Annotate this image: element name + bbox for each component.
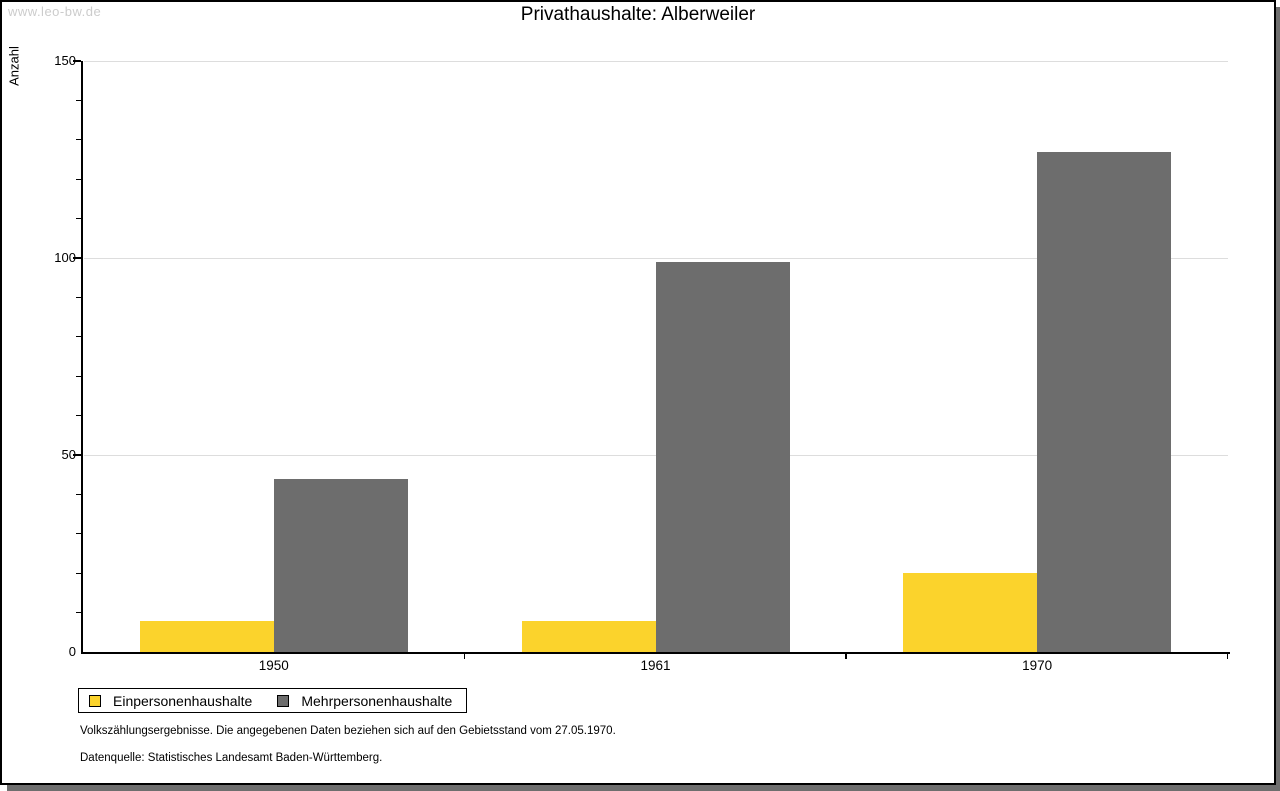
bar-einpersonenhaushalte-1950	[139, 620, 274, 652]
legend-label-einpersonenhaushalte: Einpersonenhaushalte	[113, 692, 253, 709]
y-axis-line	[81, 61, 83, 654]
bar-einpersonenhaushalte-1970	[903, 573, 1038, 652]
y-minor-tick-90	[76, 296, 81, 299]
footnote-source-note: Volkszählungsergebnisse. Die angegebenen…	[80, 725, 616, 737]
y-major-tick-150	[73, 60, 81, 62]
legend-swatch-mehrpersonenhaushalte	[277, 694, 290, 707]
bar-mehrpersonenhaushalte-1961	[655, 261, 790, 652]
y-tick-label-150: 150	[54, 53, 76, 68]
legend: Einpersonenhaushalte Mehrpersonenhaushalt…	[78, 688, 468, 713]
y-tick-label-0: 0	[68, 644, 76, 659]
y-minor-tick-70	[76, 375, 81, 377]
gridline-100	[84, 257, 1228, 259]
y-minor-tick-80	[76, 336, 81, 338]
x-tick-2	[845, 654, 847, 659]
y-minor-tick-140	[76, 99, 81, 102]
y-minor-tick-10	[76, 611, 81, 614]
footnote-data-source: Datenquelle: Statistisches Landesamt Bad…	[80, 752, 383, 764]
y-minor-tick-40	[76, 493, 81, 496]
page-title: Privathaushalte: Alberweiler	[520, 4, 756, 25]
legend-item-einpersonenhaushalte: Einpersonenhaushalte	[89, 693, 252, 709]
y-minor-tick-120	[76, 178, 81, 180]
y-minor-tick-110	[76, 217, 81, 220]
x-tick-3	[1227, 654, 1229, 659]
x-label-1970: 1970	[1022, 658, 1053, 673]
y-minor-tick-60	[76, 414, 81, 417]
y-major-tick-50	[73, 454, 81, 456]
y-minor-tick-130	[76, 139, 81, 141]
y-minor-tick-20	[76, 572, 81, 574]
legend-label-mehrpersonenhaushalte: Mehrpersonenhaushalte	[301, 692, 453, 709]
y-minor-tick-30	[76, 533, 81, 535]
x-tick-1	[463, 654, 466, 659]
y-tick-label-50: 50	[61, 447, 76, 462]
x-axis-line	[81, 652, 1230, 654]
y-major-tick-100	[73, 257, 81, 259]
watermark: www.leo-bw.de	[8, 4, 102, 19]
bar-mehrpersonenhaushalte-1950	[273, 478, 408, 652]
y-tick-label-100: 100	[54, 250, 76, 265]
x-label-1950: 1950	[258, 658, 289, 673]
legend-item-mehrpersonenhaushalte: Mehrpersonenhaushalte	[277, 693, 452, 709]
bar-einpersonenhaushalte-1961	[521, 620, 656, 652]
gridline-150	[84, 60, 1228, 62]
legend-swatch-einpersonenhaushalte	[89, 694, 101, 707]
x-label-1961: 1961	[640, 658, 671, 673]
bar-mehrpersonenhaushalte-1970	[1037, 151, 1172, 652]
